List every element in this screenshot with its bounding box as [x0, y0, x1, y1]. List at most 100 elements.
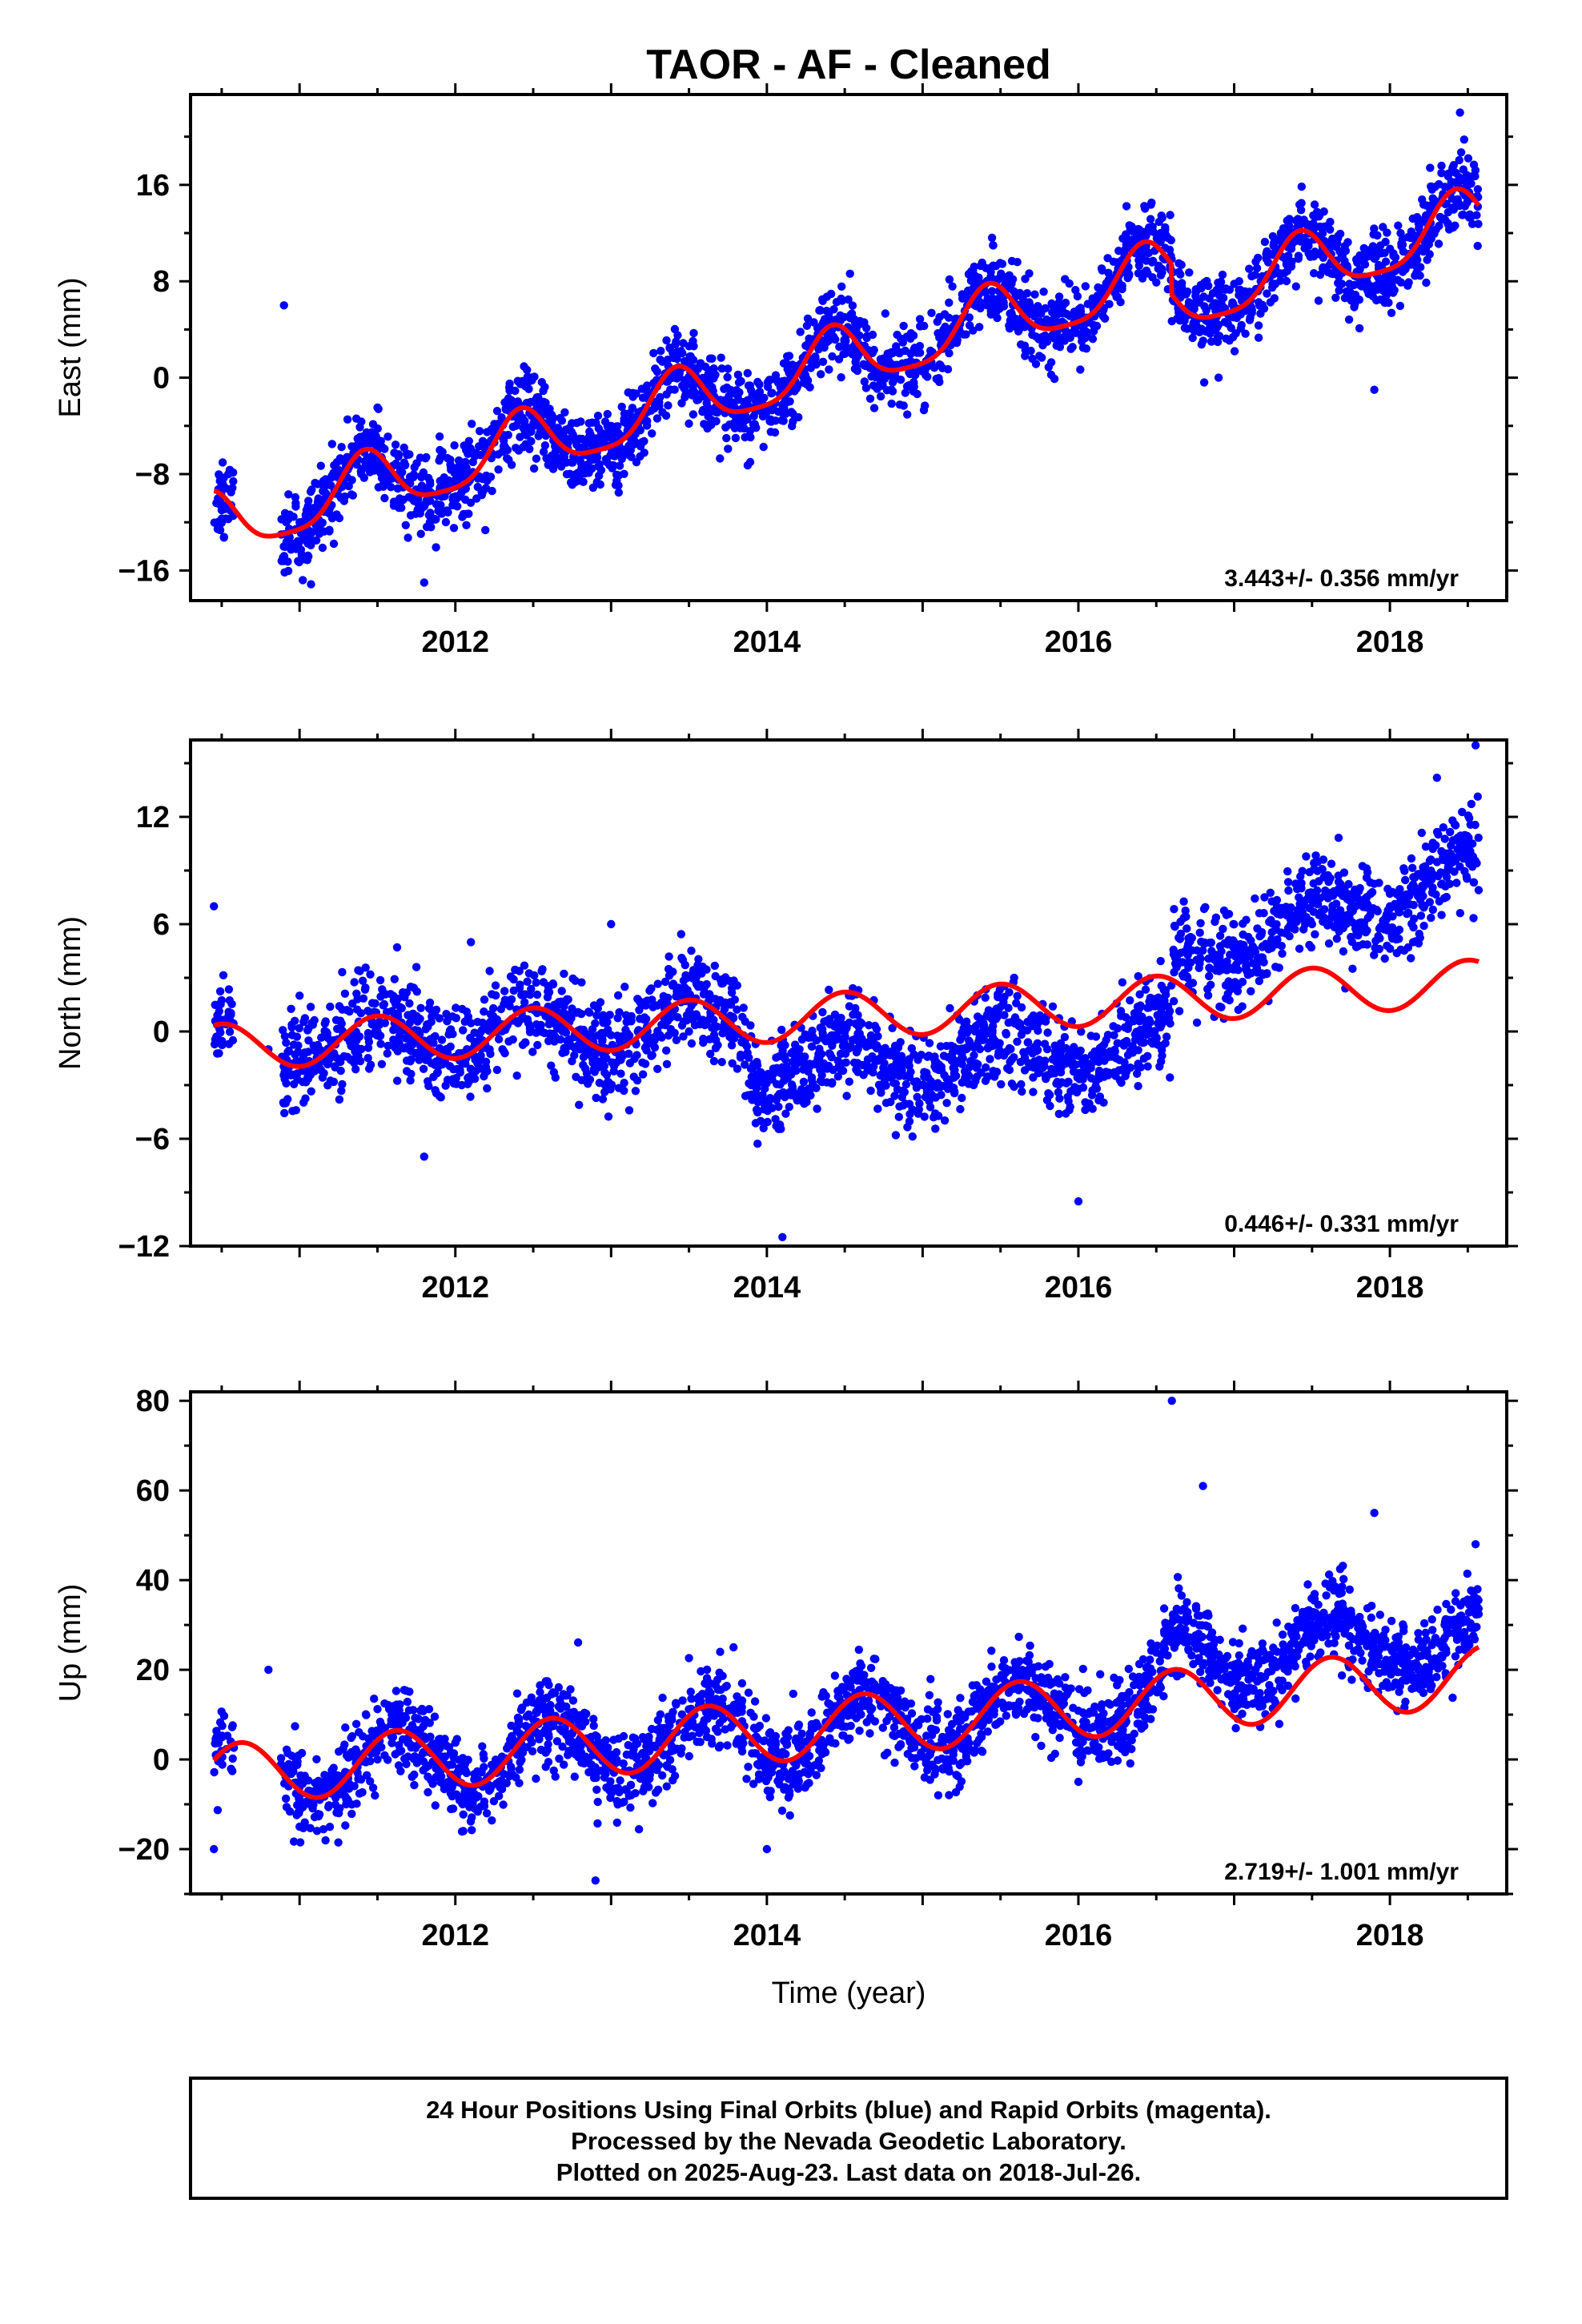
- east-data-point: [1189, 326, 1199, 335]
- east-data-point: [424, 511, 433, 520]
- east-data-point: [1303, 238, 1312, 247]
- east-data-point: [376, 436, 385, 445]
- north-data-point: [717, 975, 727, 984]
- north-data-point: [568, 1004, 576, 1013]
- north-data-point: [851, 1010, 861, 1019]
- north-data-point: [1226, 951, 1235, 959]
- north-data-point: [687, 1039, 697, 1048]
- east-data-point: [1440, 215, 1449, 224]
- east-data-point: [826, 315, 835, 324]
- east-data-point: [1210, 318, 1219, 327]
- north-data-point: [511, 965, 520, 975]
- north-data-point: [662, 1046, 671, 1055]
- north-data-point: [524, 969, 534, 978]
- north-data-point: [777, 1041, 785, 1050]
- east-data-point: [216, 516, 226, 525]
- east-data-point: [1146, 200, 1155, 209]
- east-data-point: [514, 377, 523, 386]
- north-data-point: [958, 1078, 967, 1088]
- north-data-point: [1239, 930, 1247, 939]
- east-data-point: [1076, 365, 1085, 374]
- north-data-point: [579, 1025, 588, 1035]
- north-data-point: [453, 1064, 462, 1074]
- north-data-point: [752, 1092, 761, 1101]
- east-data-point: [737, 376, 745, 386]
- east-data-point: [926, 346, 935, 356]
- north-data-point: [363, 1043, 373, 1052]
- east-data-point: [628, 404, 637, 412]
- east-data-point: [309, 504, 318, 513]
- east-data-point: [1038, 353, 1046, 362]
- east-data-point: [765, 376, 775, 384]
- east-data-point: [1177, 260, 1186, 269]
- north-data-point: [500, 987, 509, 995]
- east-data-point: [1435, 221, 1443, 231]
- east-outlier-point: [1136, 228, 1146, 238]
- north-data-point: [1211, 913, 1221, 923]
- east-data-point: [640, 448, 648, 457]
- east-data-point: [1260, 237, 1270, 247]
- east-data-point: [1203, 276, 1211, 286]
- north-data-point: [1029, 1088, 1038, 1096]
- east-data-point: [649, 348, 658, 358]
- east-data-point: [473, 482, 482, 492]
- east-data-point: [1430, 195, 1439, 204]
- north-data-point: [379, 999, 389, 1009]
- east-data-point: [1344, 315, 1354, 324]
- north-data-point: [335, 1095, 344, 1104]
- east-data-point: [759, 442, 768, 452]
- north-data-point: [1004, 1003, 1013, 1012]
- north-data-point: [922, 1068, 931, 1077]
- east-data-point: [481, 525, 490, 535]
- east-data-point: [781, 396, 790, 405]
- east-data-point: [1468, 172, 1476, 181]
- east-data-point: [519, 443, 528, 452]
- east-data-point: [842, 344, 852, 352]
- north-data-point: [711, 1023, 720, 1032]
- east-data-point: [283, 512, 292, 521]
- east-data-point: [1319, 263, 1328, 271]
- east-data-point: [475, 427, 484, 436]
- chart-title: TAOR - AF - Cleaned: [646, 42, 1051, 88]
- north-data-point: [355, 967, 364, 975]
- north-data-point: [351, 1065, 360, 1074]
- north-data-point: [1126, 996, 1134, 1005]
- north-data-point: [338, 967, 347, 977]
- east-data-point: [218, 458, 227, 467]
- north-data-point: [1113, 1024, 1122, 1033]
- north-data-point: [1199, 946, 1207, 955]
- north-data-point: [1327, 859, 1336, 868]
- north-data-point: [375, 975, 385, 985]
- east-data-point: [1223, 319, 1232, 328]
- east-data-point: [596, 480, 604, 489]
- east-data-point: [845, 269, 854, 278]
- east-data-point: [1412, 213, 1422, 222]
- east-y-axis-label: East (mm): [54, 277, 87, 417]
- east-data-point: [869, 404, 879, 412]
- east-data-point: [852, 317, 861, 327]
- east-data-point: [466, 498, 476, 507]
- east-data-point: [1359, 243, 1368, 253]
- north-data-point: [560, 969, 568, 979]
- east-data-point: [279, 542, 288, 551]
- east-data-point: [685, 378, 694, 388]
- north-data-point: [307, 1087, 315, 1096]
- north-data-point: [1407, 919, 1416, 928]
- north-data-point: [661, 977, 670, 987]
- east-data-point: [678, 348, 687, 358]
- east-data-point: [1345, 279, 1354, 288]
- east-data-point: [958, 290, 967, 299]
- north-data-point: [593, 1004, 602, 1013]
- east-data-point: [614, 488, 623, 497]
- east-data-point: [1303, 219, 1312, 229]
- east-data-point: [380, 444, 389, 453]
- north-data-point: [1267, 943, 1276, 952]
- east-data-point: [1013, 258, 1022, 267]
- east-data-point: [632, 389, 640, 398]
- north-data-point: [620, 1079, 628, 1088]
- east-data-point: [588, 455, 597, 464]
- north-data-point: [491, 981, 500, 990]
- north-data-point: [508, 1035, 517, 1044]
- east-data-point: [670, 385, 679, 394]
- east-data-point: [436, 445, 444, 455]
